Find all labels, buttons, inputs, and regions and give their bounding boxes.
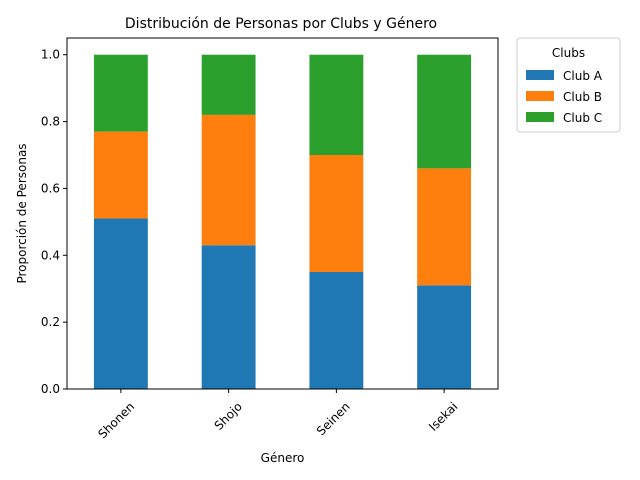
plot-frame [66,37,499,390]
bar-shojo-club-c [201,54,256,115]
y-tick-label: 0.0 [41,382,60,396]
bar-seinen-club-c [309,54,364,155]
bar-isekai-club-b [417,168,472,286]
bar-shonen-club-c [93,54,148,132]
y-tick-label: 0.4 [41,248,60,262]
legend-swatch-club-b [526,91,554,101]
legend-entries: Club A Club B Club C [526,69,603,125]
legend: Clubs Club A Club B Club C [516,37,621,133]
y-tick-label: 0.2 [41,315,60,329]
plot-area: Shonen Shojo Seinen Isekai 0.00.20.40.60.81… [41,37,499,441]
x-axis-label: Género [261,451,305,465]
y-tick-label: 1.0 [41,48,60,62]
y-tick-label: 0.8 [41,115,60,129]
legend-label-club-a: Club A [563,69,603,83]
bar-isekai-club-a [417,285,472,389]
legend-box [516,37,621,133]
legend-title: Clubs [552,46,585,60]
y-tick-label: 0.6 [41,181,60,195]
y-axis-label: Proporción de Personas [15,143,29,283]
bar-shonen-club-b [93,131,148,219]
legend-swatch-club-a [526,70,554,80]
bar-seinen-club-b [309,155,364,272]
legend-label-club-b: Club B [563,90,602,104]
bar-shojo-club-b [201,114,256,246]
bar-seinen-club-a [309,272,364,389]
bar-shonen-club-a [93,218,148,389]
legend-label-club-c: Club C [563,111,602,125]
bar-isekai-club-c [417,54,472,169]
legend-swatch-club-c [526,112,554,122]
bars-layer [93,54,472,389]
y-axis-ticks: 0.0 0.2 0.4 0.6 0.8 1.0 [41,48,67,396]
chart-title: Distribución de Personas por Clubs y Gén… [125,16,437,32]
bar-shojo-club-a [201,245,256,389]
